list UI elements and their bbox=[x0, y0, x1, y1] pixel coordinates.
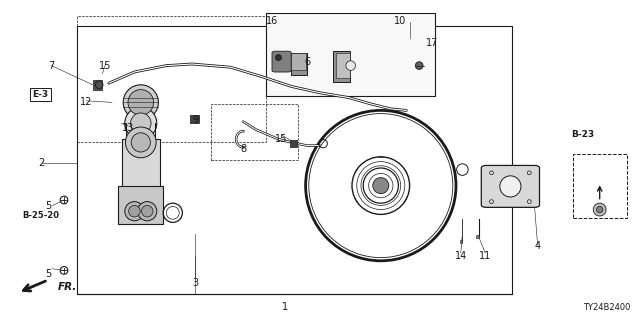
Bar bbox=[77, 16, 266, 142]
Ellipse shape bbox=[138, 202, 157, 221]
Text: 7: 7 bbox=[48, 60, 54, 71]
Text: 5: 5 bbox=[45, 268, 51, 279]
Text: 16: 16 bbox=[266, 16, 278, 26]
Ellipse shape bbox=[131, 113, 151, 133]
Ellipse shape bbox=[128, 90, 154, 115]
Text: TY24B2400: TY24B2400 bbox=[583, 303, 630, 312]
Text: 12: 12 bbox=[80, 97, 93, 108]
Text: 14: 14 bbox=[454, 251, 467, 261]
Bar bbox=[476, 235, 479, 238]
Bar bbox=[460, 240, 462, 243]
FancyBboxPatch shape bbox=[272, 51, 291, 72]
Ellipse shape bbox=[346, 61, 356, 70]
Ellipse shape bbox=[131, 133, 150, 152]
Text: 8: 8 bbox=[240, 144, 246, 154]
Text: 15: 15 bbox=[99, 60, 112, 71]
Bar bbox=[93, 80, 102, 90]
Ellipse shape bbox=[125, 127, 156, 158]
Bar bbox=[573, 154, 627, 218]
Text: 9: 9 bbox=[192, 115, 198, 125]
Text: 6: 6 bbox=[304, 57, 310, 68]
Bar bbox=[118, 186, 163, 224]
FancyBboxPatch shape bbox=[481, 165, 540, 207]
Text: 13: 13 bbox=[122, 123, 134, 133]
Bar bbox=[333, 51, 351, 82]
Bar bbox=[191, 115, 200, 123]
Text: 10: 10 bbox=[394, 16, 406, 26]
Ellipse shape bbox=[500, 176, 521, 197]
Text: 5: 5 bbox=[45, 201, 51, 212]
Bar bbox=[77, 26, 512, 294]
Text: B-25-20: B-25-20 bbox=[22, 212, 59, 220]
Bar bbox=[122, 139, 160, 214]
Text: 3: 3 bbox=[192, 278, 198, 288]
Text: B-23: B-23 bbox=[571, 130, 594, 139]
Ellipse shape bbox=[141, 205, 153, 217]
Bar bbox=[336, 53, 351, 78]
Text: 11: 11 bbox=[479, 251, 492, 261]
Bar bbox=[291, 53, 307, 75]
Bar bbox=[211, 104, 298, 160]
Ellipse shape bbox=[593, 203, 606, 216]
Text: 15: 15 bbox=[275, 134, 288, 144]
Text: 4: 4 bbox=[534, 241, 541, 252]
Ellipse shape bbox=[125, 202, 144, 221]
Text: 2: 2 bbox=[38, 158, 45, 168]
Ellipse shape bbox=[125, 107, 157, 139]
Text: 17: 17 bbox=[426, 38, 438, 48]
Ellipse shape bbox=[129, 205, 140, 217]
Ellipse shape bbox=[124, 85, 159, 120]
Text: FR.: FR. bbox=[58, 282, 77, 292]
Bar bbox=[266, 13, 435, 96]
Ellipse shape bbox=[275, 54, 282, 61]
Ellipse shape bbox=[596, 206, 603, 213]
Ellipse shape bbox=[415, 62, 423, 69]
Text: 1: 1 bbox=[282, 302, 288, 312]
Bar bbox=[290, 140, 297, 147]
Ellipse shape bbox=[372, 178, 388, 194]
Text: E-3: E-3 bbox=[32, 90, 49, 99]
Bar bbox=[291, 53, 306, 70]
